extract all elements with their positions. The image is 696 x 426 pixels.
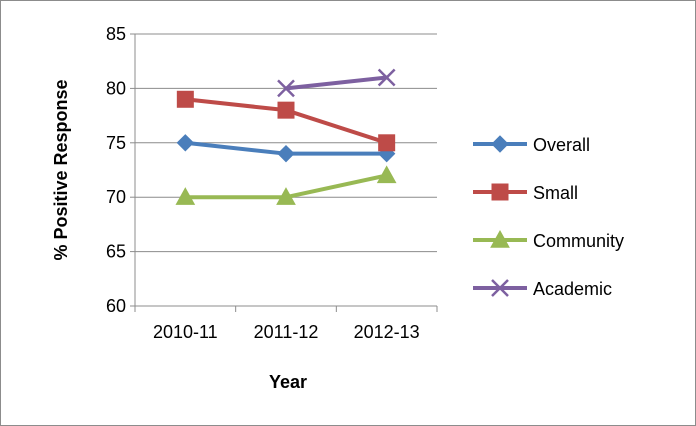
legend-marker: [491, 279, 509, 297]
marker-stroke: [277, 79, 295, 98]
marker-stroke: [377, 68, 396, 87]
legend-item-small: Small: [473, 183, 578, 203]
legend: Overall Small Community Academic: [473, 135, 624, 299]
data-point-community: [175, 187, 196, 205]
marker-stroke: [491, 279, 509, 297]
y-tick-label: 75: [106, 133, 126, 153]
y-tick-label: 80: [106, 78, 126, 98]
legend-marker: [491, 183, 509, 201]
x-tick-label: 2011-12: [254, 322, 319, 342]
y-tick-label: 70: [106, 187, 126, 207]
legend-item-community: Community: [473, 229, 624, 251]
legend-label: Academic: [533, 279, 612, 299]
y-axis-title: % Positive Response: [51, 79, 71, 260]
legend-label: Community: [533, 231, 624, 251]
legend-label: Overall: [533, 135, 590, 155]
data-point-academic: [277, 79, 295, 98]
x-tick-label: 2010-11: [153, 322, 218, 342]
data-point-overall: [277, 144, 295, 163]
series-lines: [175, 68, 397, 205]
y-tick-label: 60: [106, 296, 126, 316]
data-point-community: [376, 165, 397, 184]
series-small: [176, 90, 396, 152]
legend-label: Small: [533, 183, 578, 203]
series-community: [175, 165, 397, 205]
legend-item-academic: Academic: [473, 279, 612, 299]
legend-marker: [490, 229, 510, 248]
data-point-community: [276, 187, 296, 205]
series-line-academic: [284, 75, 389, 91]
data-point-overall: [176, 134, 195, 152]
axes: 60 65 70 75 80 85 2010-11 2011-12 2012-13: [106, 24, 438, 342]
data-point-academic: [377, 68, 396, 87]
y-tick-label: 85: [106, 24, 126, 44]
data-point-small: [378, 134, 396, 152]
data-point-small: [176, 90, 194, 108]
data-point-small: [277, 101, 295, 119]
legend-item-overall: Overall: [473, 135, 590, 155]
x-tick-label: 2012-13: [354, 322, 420, 342]
y-tick-label: 65: [106, 242, 126, 262]
series-academic: [277, 68, 396, 98]
x-axis-title: Year: [269, 372, 307, 392]
legend-marker: [491, 135, 509, 153]
